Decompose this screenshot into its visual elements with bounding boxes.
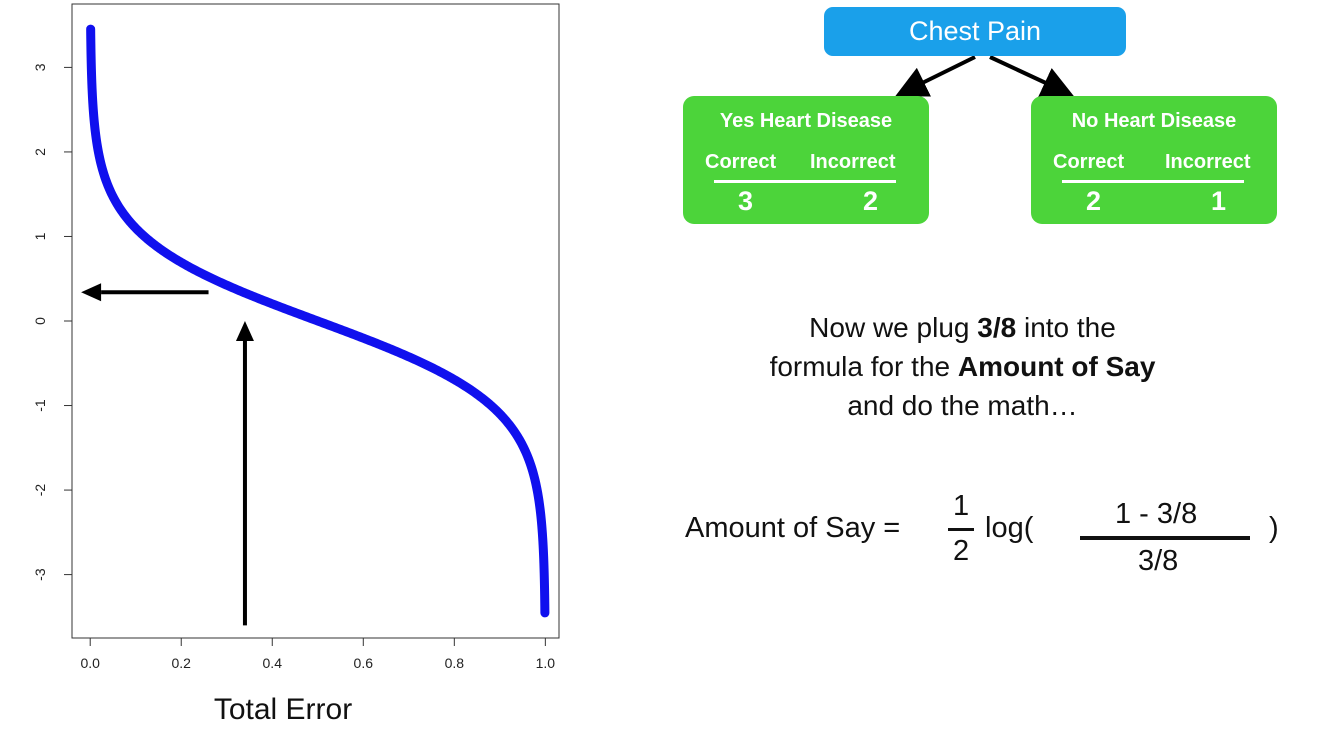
x-axis: 0.0 0.2 0.4 0.6 0.8 1.0	[80, 638, 555, 671]
incorrect-count: 1	[1211, 186, 1227, 216]
leaf-yes-heart-disease: Yes Heart Disease Correct Incorrect 3 2	[683, 96, 929, 224]
fraction-bar	[1080, 536, 1250, 540]
log-close: )	[1269, 512, 1279, 544]
leaf-title: Yes Heart Disease	[719, 110, 893, 132]
amount-of-say-chart: 0.0 0.2 0.4 0.6 0.8 1.0 -3 -2 -1 0 1 2 3 Total Erro…	[32, 3, 560, 726]
caption-line-2: formula for the Amount of Say	[769, 351, 1156, 382]
x-tick-label: 0.4	[263, 655, 283, 671]
x-tick-label: 0.2	[171, 655, 191, 671]
formula-lhs: Amount of Say =	[685, 512, 901, 544]
tree-edge-left	[895, 55, 976, 97]
leaf-divider	[1062, 180, 1244, 183]
y-axis: -3 -2 -1 0 1 2 3	[32, 63, 72, 581]
annotation-arrow-head	[81, 283, 102, 302]
incorrect-count: 2	[863, 186, 879, 216]
leaf-divider	[714, 180, 896, 183]
annotation-arrow-head	[235, 321, 254, 341]
incorrect-header: Incorrect	[810, 151, 896, 173]
x-tick-label: 0.0	[80, 655, 100, 671]
y-tick-label: -1	[32, 399, 48, 412]
y-tick-label: 0	[32, 317, 48, 325]
x-tick-label: 0.8	[445, 655, 465, 671]
incorrect-header: Incorrect	[1165, 151, 1251, 173]
leaf-title: No Heart Disease	[1071, 110, 1237, 132]
caption-line-1: Now we plug 3/8 into the	[809, 312, 1116, 343]
caption-line-3: and do the math…	[847, 390, 1078, 421]
caption-text: Now we plug 3/8 into the formula for the…	[690, 308, 1235, 425]
y-tick-label: -3	[32, 568, 48, 581]
fraction-denominator: 3/8	[1138, 545, 1179, 577]
y-tick-label: 1	[32, 232, 48, 240]
log-open: log(	[985, 512, 1034, 544]
correct-header: Correct	[1053, 151, 1125, 173]
half-fraction-bar	[948, 528, 974, 531]
half-numerator: 1	[953, 490, 970, 522]
amount-of-say-curve	[86, 24, 550, 618]
leaf-no-heart-disease: No Heart Disease Correct Incorrect 2 1	[1031, 96, 1277, 224]
correct-count: 2	[1086, 186, 1102, 216]
x-axis-title: Total Error	[214, 693, 352, 726]
fraction-numerator: 1 - 3/8	[1115, 498, 1198, 530]
annotation-arrows	[81, 283, 254, 626]
correct-count: 3	[738, 186, 754, 216]
y-tick-label: 2	[32, 148, 48, 156]
tree-edge-right	[989, 55, 1074, 98]
y-tick-label: 3	[32, 63, 48, 71]
half-denominator: 2	[953, 535, 970, 567]
amount-of-say-formula: Amount of Say = 1 2 log( 1 - 3/8 3/8 )	[685, 490, 1305, 590]
root-node-chest-pain: Chest Pain	[824, 7, 1126, 56]
y-tick-label: -2	[32, 484, 48, 497]
x-tick-label: 0.6	[354, 655, 374, 671]
x-tick-label: 1.0	[536, 655, 556, 671]
correct-header: Correct	[705, 151, 777, 173]
